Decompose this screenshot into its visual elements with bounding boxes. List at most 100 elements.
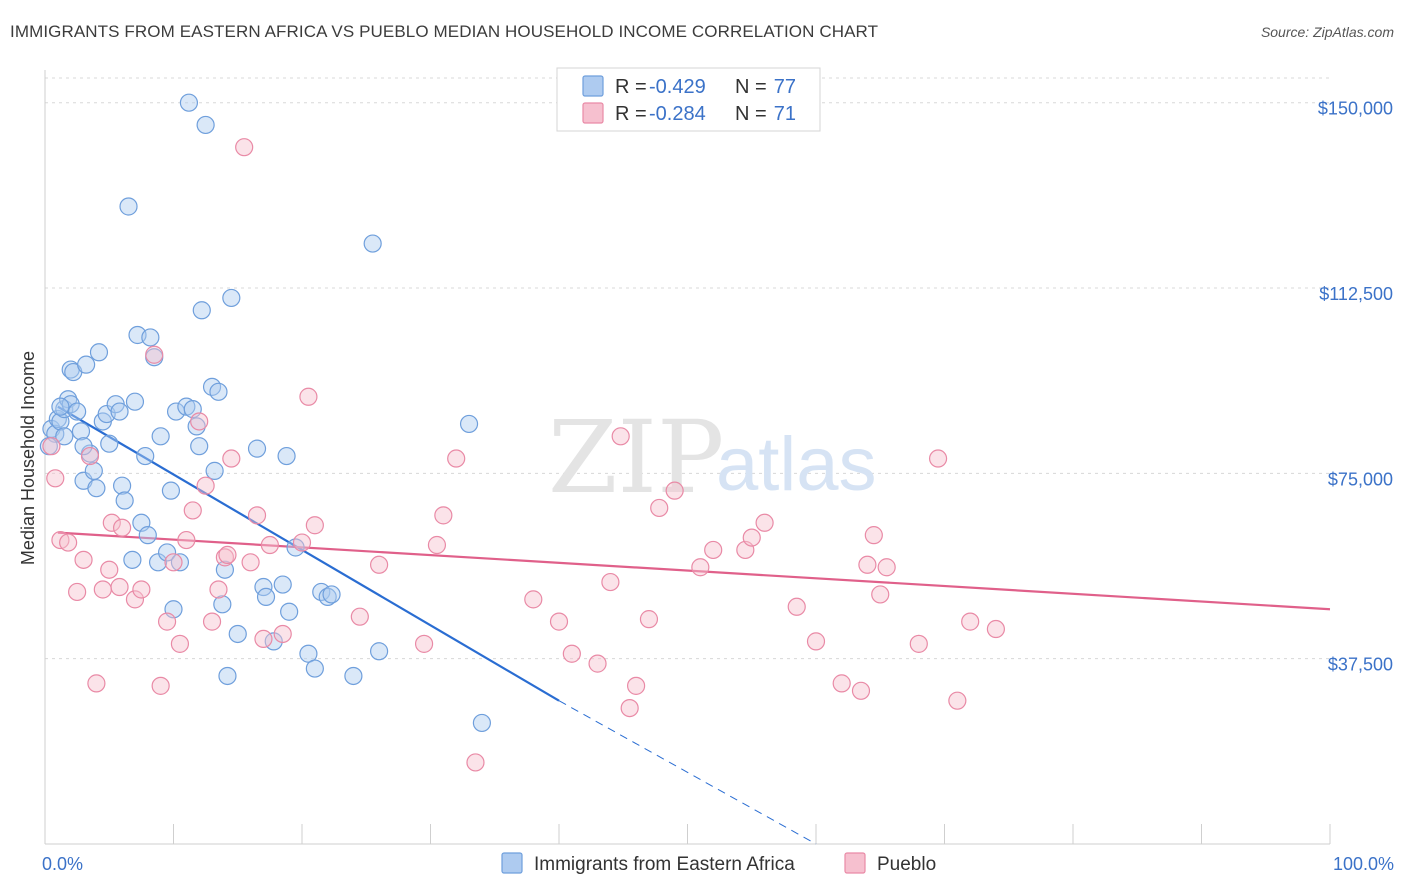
point-eastern-africa — [215, 560, 234, 579]
point-eastern-africa — [71, 422, 91, 441]
point-pueblo — [273, 624, 292, 644]
point-pueblo — [650, 498, 669, 518]
point-eastern-africa — [363, 234, 382, 253]
point-pueblo — [350, 607, 369, 626]
y-axis-label-group: Median Household Income — [18, 351, 38, 565]
top-legend: R = -0.429 N = 77 R = -0.284 N = 71 — [556, 67, 821, 132]
point-pueblo — [611, 427, 630, 446]
trend-line-extension — [558, 700, 817, 845]
legend-r-value: -0.284 — [649, 103, 706, 125]
point-pueblo — [87, 674, 106, 693]
point-pueblo — [177, 530, 196, 550]
point-pueblo — [447, 449, 466, 468]
chart-title: IMMIGRANTS FROM EASTERN AFRICA VS PUEBLO… — [10, 22, 879, 41]
point-eastern-africa — [115, 491, 134, 510]
point-eastern-africa — [170, 553, 190, 572]
legend-n-value: 77 — [774, 76, 796, 98]
point-pueblo — [132, 580, 151, 599]
point-eastern-africa — [138, 526, 157, 545]
point-pueblo — [218, 545, 237, 564]
point-eastern-africa — [100, 434, 119, 453]
y-axis-label: Median Household Income — [18, 351, 38, 565]
legend-n-value: 71 — [774, 103, 796, 125]
watermark-atlas: atlas — [716, 422, 877, 507]
point-eastern-africa — [112, 476, 132, 495]
point-eastern-africa — [136, 446, 155, 466]
point-eastern-africa — [205, 461, 224, 480]
point-pueblo — [434, 506, 453, 525]
point-pueblo — [986, 619, 1006, 639]
point-pueblo — [170, 634, 190, 653]
point-pueblo — [639, 610, 659, 629]
point-pueblo — [190, 412, 209, 431]
bottom-legend-swatch — [844, 852, 866, 874]
point-eastern-africa — [228, 624, 247, 644]
point-pueblo — [299, 387, 318, 406]
point-pueblo — [157, 612, 177, 631]
point-pueblo — [871, 585, 890, 604]
point-pueblo — [202, 612, 222, 631]
point-eastern-africa — [305, 659, 324, 678]
x-tick-label-max: 100.0% — [1333, 854, 1394, 874]
point-eastern-africa — [192, 301, 211, 320]
point-pueblo — [112, 518, 132, 537]
point-pueblo — [102, 513, 121, 532]
point-eastern-africa — [51, 397, 70, 416]
bottom-legend-swatch — [501, 852, 523, 874]
point-pueblo — [832, 674, 851, 693]
point-eastern-africa — [68, 402, 87, 421]
point-eastern-africa — [84, 461, 103, 480]
point-pueblo — [209, 580, 228, 599]
point-pueblo — [787, 597, 806, 616]
legend-n-label: N = — [735, 76, 767, 98]
point-pueblo — [806, 632, 826, 651]
legend-r-label: R = — [615, 103, 647, 125]
bottom-legend-label: Immigrants from Eastern Africa — [534, 854, 795, 875]
point-pueblo — [928, 449, 948, 468]
point-pueblo — [196, 476, 215, 495]
point-pueblo — [80, 446, 100, 466]
point-eastern-africa — [148, 553, 168, 572]
trend-line-eastern-africa — [57, 405, 560, 702]
point-pueblo — [42, 437, 61, 456]
point-pueblo — [864, 526, 883, 545]
point-eastern-africa — [247, 439, 267, 458]
point-pueblo — [620, 698, 639, 718]
point-eastern-africa — [187, 417, 206, 436]
point-eastern-africa — [55, 427, 74, 446]
point-eastern-africa — [161, 481, 181, 500]
point-eastern-africa — [280, 602, 299, 621]
point-pueblo — [235, 138, 254, 157]
point-pueblo — [110, 577, 129, 597]
point-eastern-africa — [196, 115, 215, 135]
point-eastern-africa — [125, 392, 145, 411]
legend-r-label: R = — [615, 76, 647, 98]
point-eastern-africa — [110, 402, 129, 421]
point-pueblo — [164, 553, 183, 572]
point-pueblo — [292, 533, 312, 552]
point-eastern-africa — [277, 446, 296, 466]
point-pueblo — [742, 528, 761, 547]
point-pueblo — [414, 634, 434, 653]
x-tick-label-min: 0.0% — [42, 854, 83, 874]
point-pueblo — [858, 555, 877, 574]
bottom-legend: Immigrants from Eastern Africa Pueblo — [501, 852, 936, 875]
point-pueblo — [427, 535, 447, 555]
point-pueblo — [68, 582, 87, 602]
trend-lines — [57, 405, 1331, 845]
y-tick-label: $37,500 — [1328, 655, 1393, 675]
point-pueblo — [524, 590, 543, 609]
point-pueblo — [151, 676, 170, 695]
point-eastern-africa — [209, 382, 228, 401]
point-pueblo — [215, 548, 234, 567]
y-tick-label: $112,500 — [1319, 284, 1393, 304]
axes: $37,500 $75,000 $112,500 $150,000 0.0% 100.0% — [42, 70, 1394, 874]
point-pueblo — [93, 580, 112, 599]
point-pueblo — [247, 506, 267, 525]
point-pueblo — [755, 513, 774, 532]
point-pueblo — [260, 535, 279, 555]
bottom-legend-label: Pueblo — [877, 854, 936, 875]
point-eastern-africa — [59, 390, 78, 409]
point-pueblo — [125, 590, 145, 609]
